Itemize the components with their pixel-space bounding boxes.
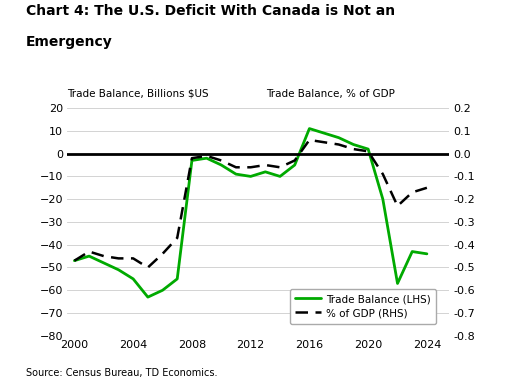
Text: Emergency: Emergency xyxy=(26,35,112,49)
Text: Trade Balance, Billions $US: Trade Balance, Billions $US xyxy=(67,89,208,99)
Legend: Trade Balance (LHS), % of GDP (RHS): Trade Balance (LHS), % of GDP (RHS) xyxy=(289,289,436,324)
Text: Trade Balance, % of GDP: Trade Balance, % of GDP xyxy=(266,89,395,99)
Text: Source: Census Bureau, TD Economics.: Source: Census Bureau, TD Economics. xyxy=(26,368,217,378)
Text: Chart 4: The U.S. Deficit With Canada is Not an: Chart 4: The U.S. Deficit With Canada is… xyxy=(26,4,395,18)
